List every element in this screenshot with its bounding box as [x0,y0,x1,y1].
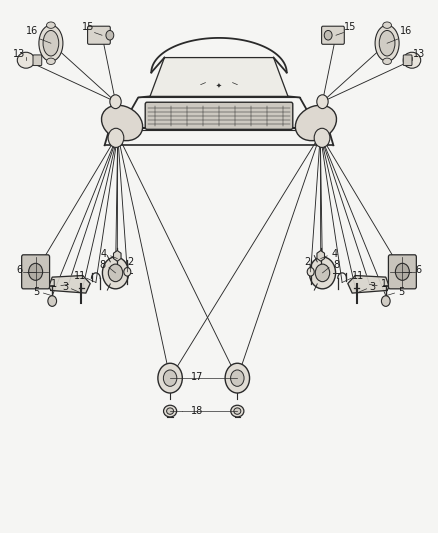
Circle shape [102,257,129,289]
Ellipse shape [102,105,143,141]
Ellipse shape [379,30,395,56]
Circle shape [110,95,121,109]
Text: 4: 4 [101,249,107,259]
Text: 15: 15 [344,22,356,33]
Ellipse shape [234,408,241,414]
Ellipse shape [163,405,177,417]
Text: 15: 15 [82,22,94,33]
Ellipse shape [39,25,63,61]
Circle shape [108,128,124,148]
FancyBboxPatch shape [88,26,110,44]
Ellipse shape [383,22,392,28]
Text: 2: 2 [304,257,310,267]
Circle shape [381,296,390,306]
Text: 3: 3 [370,282,376,292]
Ellipse shape [17,52,35,68]
Text: 5: 5 [399,287,405,297]
FancyBboxPatch shape [389,255,417,289]
Text: 16: 16 [400,26,412,36]
Text: 8: 8 [99,260,105,270]
Circle shape [225,364,250,393]
Circle shape [396,263,410,280]
Circle shape [307,268,314,276]
Text: 13: 13 [13,49,25,59]
Ellipse shape [43,30,59,56]
Text: 6: 6 [415,265,421,274]
Circle shape [48,296,57,306]
Ellipse shape [46,58,55,64]
Polygon shape [348,276,389,293]
Circle shape [315,264,330,281]
Circle shape [124,268,131,276]
Circle shape [309,257,336,289]
Text: 18: 18 [191,406,203,416]
Text: 17: 17 [191,372,203,382]
Ellipse shape [46,22,55,28]
Text: 11: 11 [74,271,86,281]
Ellipse shape [295,105,336,141]
FancyBboxPatch shape [33,55,42,66]
Ellipse shape [231,405,244,417]
Circle shape [324,30,332,40]
FancyBboxPatch shape [321,26,344,44]
Text: 13: 13 [413,49,425,59]
FancyBboxPatch shape [403,55,412,66]
Text: 1: 1 [381,279,387,289]
Ellipse shape [375,25,399,61]
Circle shape [158,364,182,393]
Text: 2: 2 [128,257,134,267]
Circle shape [314,128,330,148]
Circle shape [163,370,177,386]
Circle shape [108,264,123,281]
Text: ✦: ✦ [216,83,222,89]
Polygon shape [150,58,288,96]
Text: 4: 4 [331,249,337,259]
Circle shape [317,95,328,109]
Text: 1: 1 [51,279,57,289]
Ellipse shape [166,408,173,414]
Text: 5: 5 [33,287,39,297]
Text: 16: 16 [26,26,38,36]
Ellipse shape [383,58,392,64]
Circle shape [231,370,244,386]
Circle shape [106,30,114,40]
Polygon shape [49,276,90,293]
Circle shape [28,263,42,280]
Text: 6: 6 [17,265,23,274]
Text: 11: 11 [352,271,364,281]
FancyBboxPatch shape [145,102,293,130]
Text: 3: 3 [62,282,68,292]
Ellipse shape [403,52,421,68]
Text: 8: 8 [333,260,339,270]
FancyBboxPatch shape [21,255,49,289]
